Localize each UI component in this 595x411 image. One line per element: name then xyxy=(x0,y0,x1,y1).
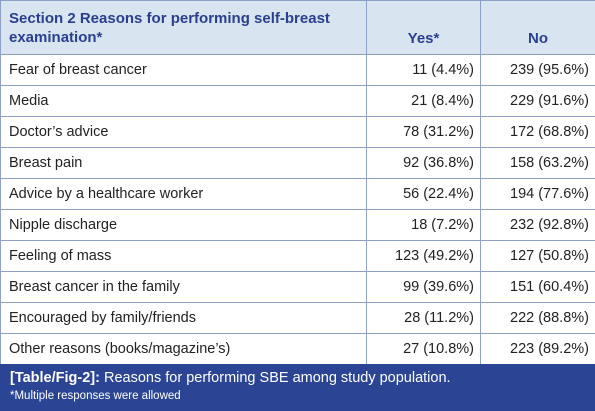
row-yes: 27 (10.8%) xyxy=(366,333,481,365)
row-no: 222 (88.8%) xyxy=(480,302,595,334)
row-yes: 56 (22.4%) xyxy=(366,178,481,210)
row-reason: Breast cancer in the family xyxy=(0,271,367,303)
row-yes: 11 (4.4%) xyxy=(366,54,481,86)
table-header-row: Section 2 Reasons for performing self-br… xyxy=(0,0,595,55)
caption-tag: [Table/Fig-2]: xyxy=(10,370,100,386)
table-row: Encouraged by family/friends 28 (11.2%) … xyxy=(0,302,595,334)
row-reason: Other reasons (books/magazine’s) xyxy=(0,333,367,365)
row-reason: Advice by a healthcare worker xyxy=(0,178,367,210)
row-yes: 123 (49.2%) xyxy=(366,240,481,272)
row-reason: Nipple discharge xyxy=(0,209,367,241)
row-no: 232 (92.8%) xyxy=(480,209,595,241)
row-no: 223 (89.2%) xyxy=(480,333,595,365)
table-row: Fear of breast cancer 11 (4.4%) 239 (95.… xyxy=(0,54,595,86)
row-no: 151 (60.4%) xyxy=(480,271,595,303)
row-reason: Media xyxy=(0,85,367,117)
row-reason: Encouraged by family/friends xyxy=(0,302,367,334)
header-section-label: Section 2 Reasons for performing self-br… xyxy=(0,0,367,55)
header-no: No xyxy=(480,0,595,55)
row-no: 158 (63.2%) xyxy=(480,147,595,179)
row-no: 127 (50.8%) xyxy=(480,240,595,272)
table-row: Doctor’s advice 78 (31.2%) 172 (68.8%) xyxy=(0,116,595,148)
row-no: 172 (68.8%) xyxy=(480,116,595,148)
row-reason: Feeling of mass xyxy=(0,240,367,272)
caption-title: [Table/Fig-2]: Reasons for performing SB… xyxy=(10,369,585,388)
row-yes: 99 (39.6%) xyxy=(366,271,481,303)
reasons-table: Section 2 Reasons for performing self-br… xyxy=(0,0,595,365)
row-no: 229 (91.6%) xyxy=(480,85,595,117)
header-yes: Yes* xyxy=(366,0,481,55)
table-row: Other reasons (books/magazine’s) 27 (10.… xyxy=(0,333,595,365)
row-yes: 28 (11.2%) xyxy=(366,302,481,334)
figure-caption: [Table/Fig-2]: Reasons for performing SB… xyxy=(0,364,595,411)
row-reason: Breast pain xyxy=(0,147,367,179)
table-row: Feeling of mass 123 (49.2%) 127 (50.8%) xyxy=(0,240,595,272)
caption-text: Reasons for performing SBE among study p… xyxy=(99,370,451,386)
row-no: 239 (95.6%) xyxy=(480,54,595,86)
table-row: Breast pain 92 (36.8%) 158 (63.2%) xyxy=(0,147,595,179)
row-yes: 78 (31.2%) xyxy=(366,116,481,148)
row-yes: 21 (8.4%) xyxy=(366,85,481,117)
table-row: Advice by a healthcare worker 56 (22.4%)… xyxy=(0,178,595,210)
table-row: Media 21 (8.4%) 229 (91.6%) xyxy=(0,85,595,117)
row-yes: 18 (7.2%) xyxy=(366,209,481,241)
table-row: Breast cancer in the family 99 (39.6%) 1… xyxy=(0,271,595,303)
row-yes: 92 (36.8%) xyxy=(366,147,481,179)
row-reason: Fear of breast cancer xyxy=(0,54,367,86)
row-no: 194 (77.6%) xyxy=(480,178,595,210)
table-row: Nipple discharge 18 (7.2%) 232 (92.8%) xyxy=(0,209,595,241)
caption-footnote: *Multiple responses were allowed xyxy=(10,390,181,402)
row-reason: Doctor’s advice xyxy=(0,116,367,148)
